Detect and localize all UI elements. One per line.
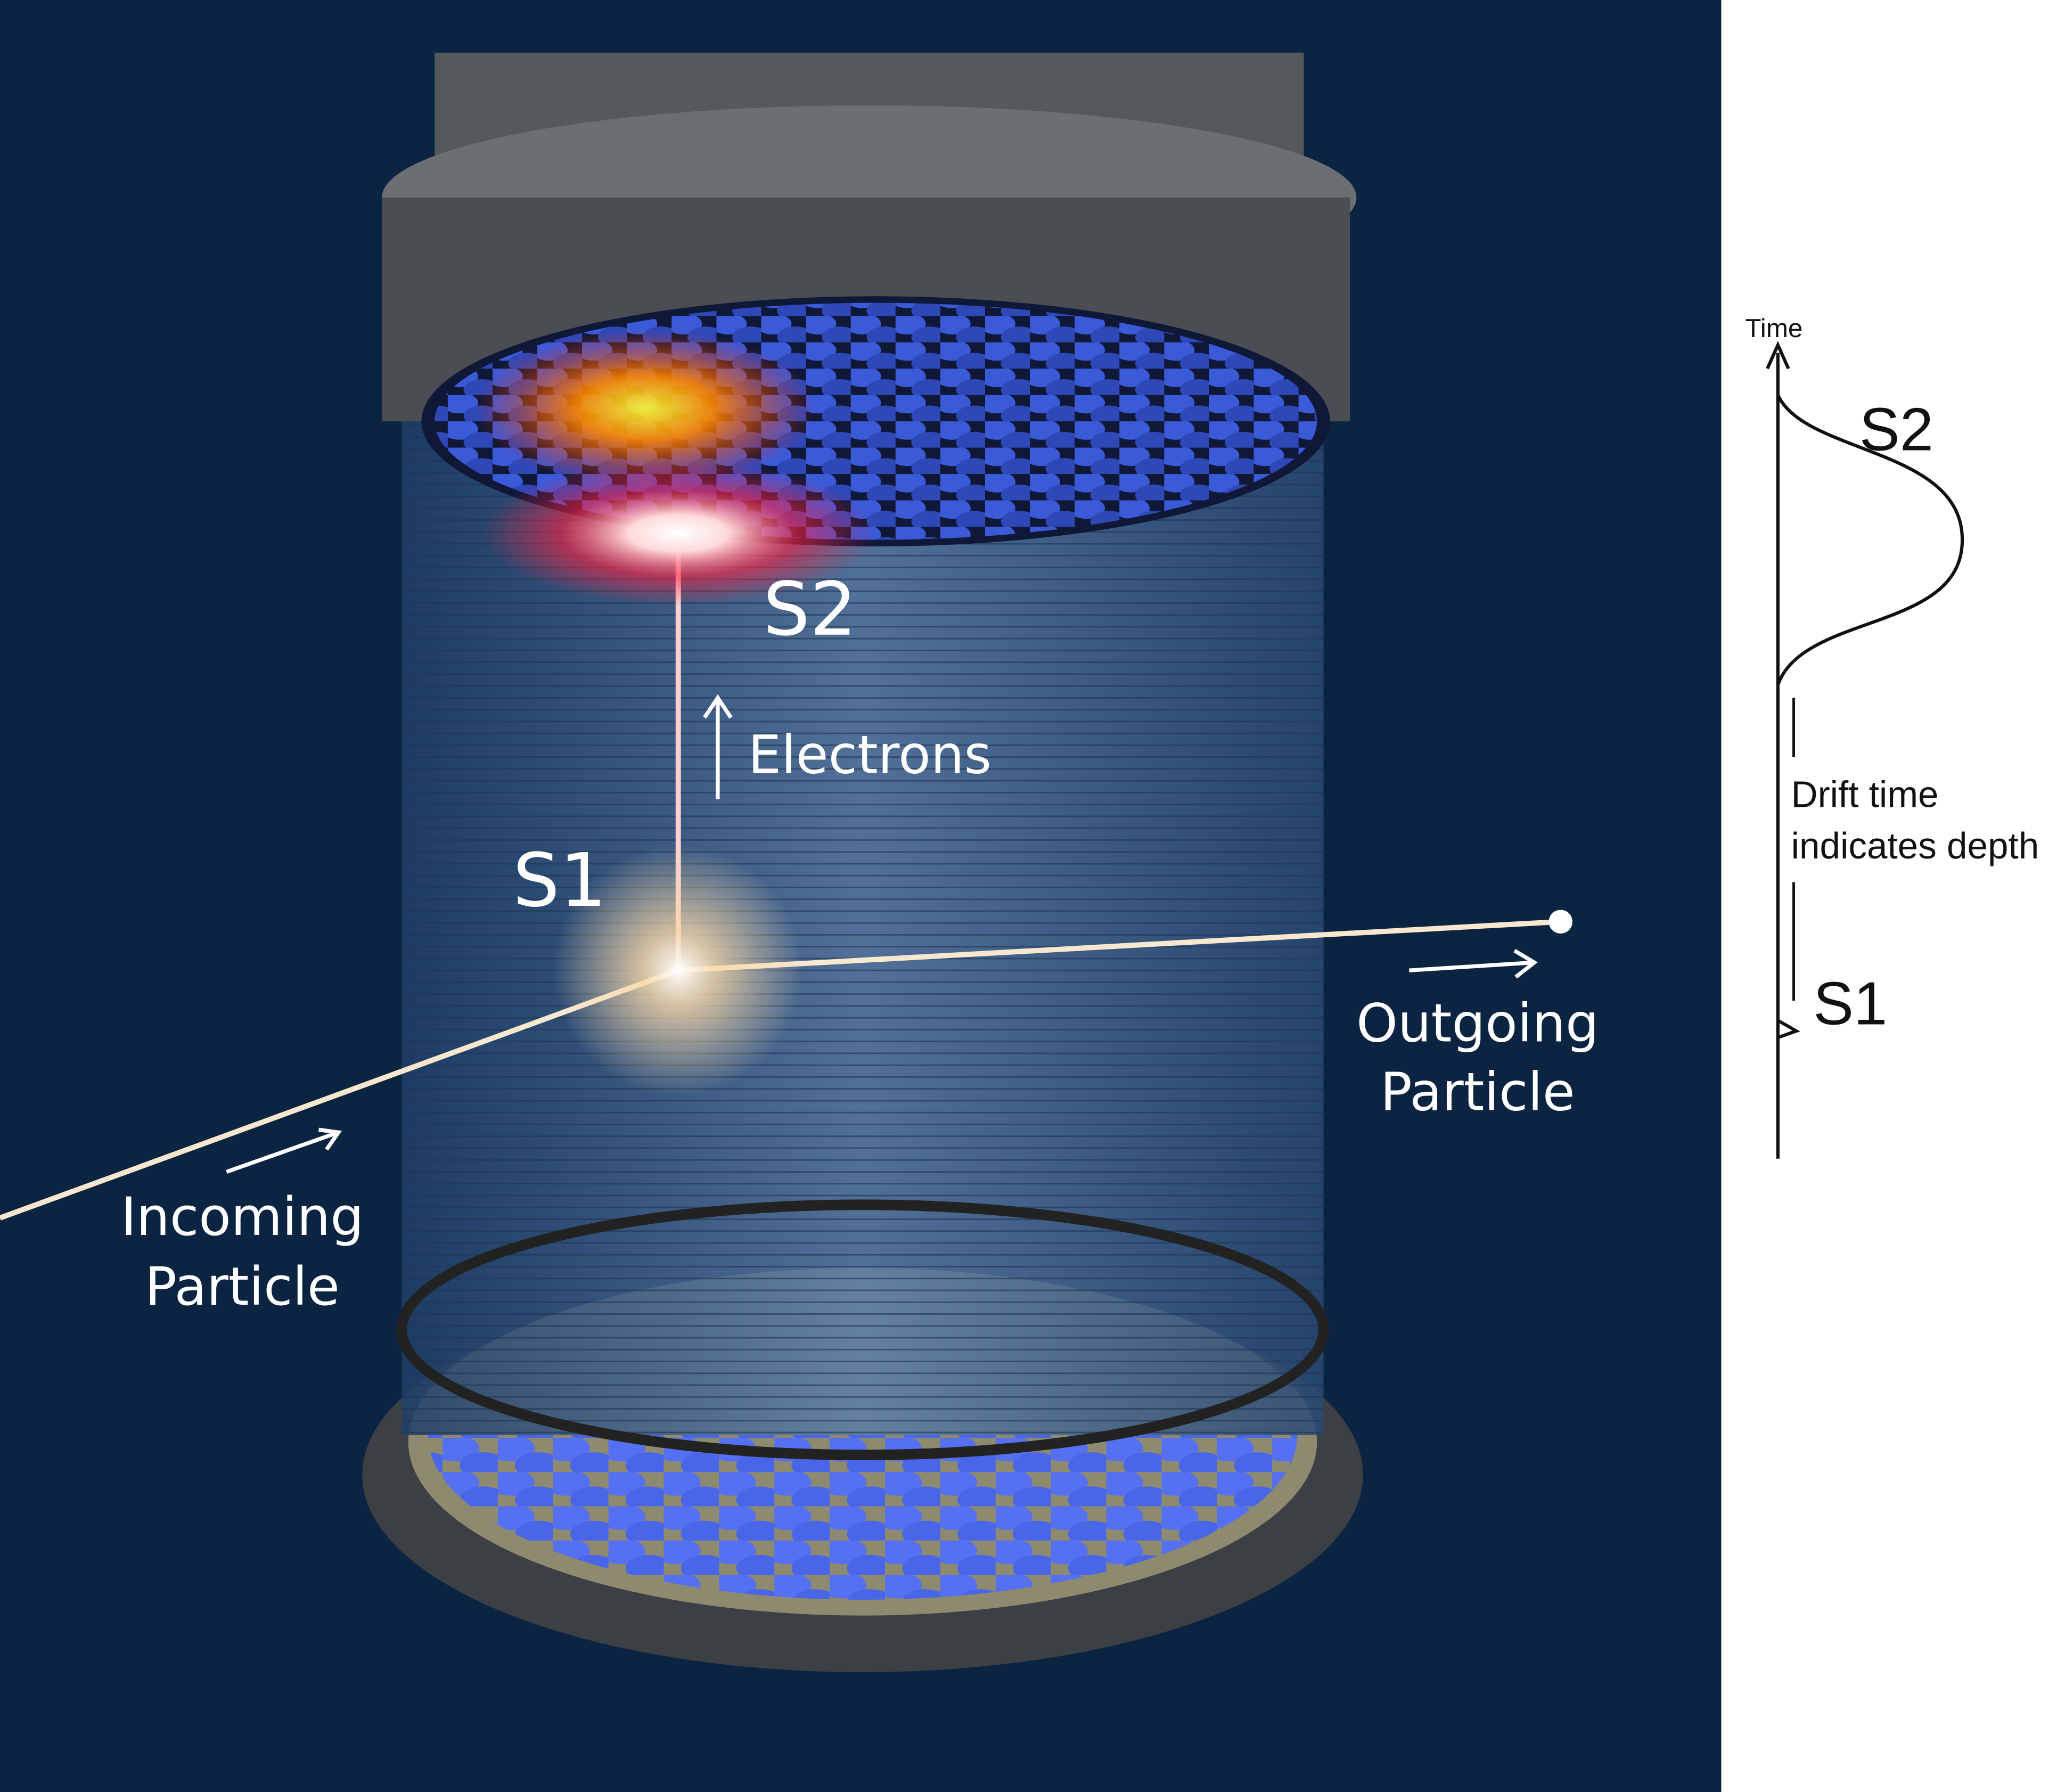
- s2-glow: [480, 461, 876, 606]
- cathode-ring: [396, 1199, 1329, 1460]
- incoming-label: Particle: [145, 1256, 340, 1318]
- outgoing-label: Outgoing: [1356, 993, 1599, 1054]
- electrons-label: Electrons: [748, 724, 991, 785]
- time-label: Time: [1745, 314, 1802, 343]
- incoming-arrow: [226, 1127, 342, 1174]
- s1-glow: [553, 845, 804, 1096]
- drift-label: Drift time: [1791, 774, 1939, 815]
- particle-end: [1548, 910, 1573, 934]
- plot-background: [1721, 0, 2065, 1792]
- s2-label: S2: [763, 566, 857, 652]
- time-axis: [1766, 341, 1790, 1159]
- s2-pulse: [1776, 394, 1964, 685]
- arrows: [226, 694, 1538, 1174]
- s1-pulse: [1777, 1019, 1800, 1040]
- incoming-label: Incoming: [121, 1187, 364, 1248]
- s1-pulse-label: S1: [1813, 970, 1887, 1038]
- drift-label: indicates depth: [1791, 825, 2039, 866]
- waveform: [1766, 341, 1964, 1159]
- electron-arrow: [703, 694, 733, 799]
- outgoing-arrow: [1409, 948, 1538, 979]
- s2-pulse-label: S2: [1859, 396, 1933, 464]
- s1-label: S1: [513, 837, 607, 923]
- outgoing-label: Particle: [1380, 1061, 1575, 1123]
- hit-pattern: [474, 329, 817, 487]
